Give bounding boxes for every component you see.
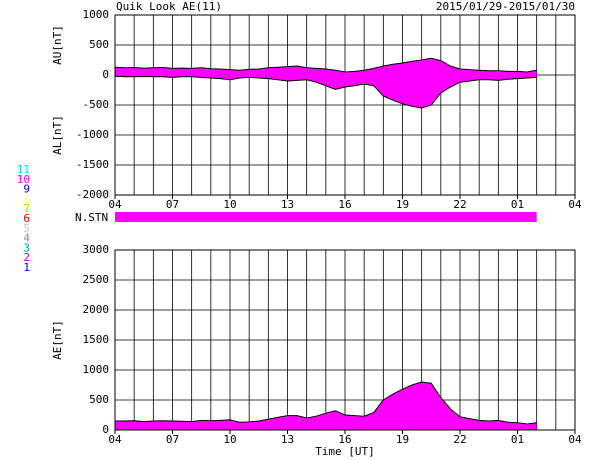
series-line: [115, 381, 537, 425]
legend-label: 5: [23, 222, 30, 235]
y-tick-label: -500: [83, 98, 110, 111]
y-tick-label: 1500: [83, 333, 110, 346]
x-axis-label: Time [UT]: [315, 445, 375, 458]
legend-label: 11: [17, 163, 30, 176]
legend-label: 8: [23, 192, 30, 205]
x-tick-label: 04: [568, 433, 582, 446]
x-tick-label: 16: [338, 433, 351, 446]
y-tick-label: 3000: [83, 243, 110, 256]
date-range: 2015/01/29-2015/01/30: [436, 0, 575, 13]
x-tick-label: 04: [568, 198, 582, 211]
y-tick-label: 500: [89, 38, 109, 51]
range-fill: [115, 58, 537, 108]
x-tick-label: 07: [166, 433, 179, 446]
y-tick-label: -2000: [76, 188, 109, 201]
x-tick-label: 13: [281, 198, 294, 211]
y-axis-label-lower: AL[nT]: [51, 115, 64, 155]
plot-frame: [114, 14, 576, 196]
x-tick-label: 19: [396, 433, 409, 446]
x-tick-label: 07: [166, 198, 179, 211]
x-tick-label: 04: [108, 433, 122, 446]
x-tick-label: 19: [396, 198, 409, 211]
x-tick-label: 22: [453, 198, 466, 211]
x-tick-label: 04: [108, 198, 122, 211]
legend-label: 1: [23, 261, 30, 274]
station-label: N.STN: [75, 211, 108, 224]
y-axis-label: AE[nT]: [51, 320, 64, 360]
y-axis-label-upper: AU[nT]: [51, 25, 64, 65]
legend-label: 10: [17, 173, 30, 186]
legend-label: 9: [23, 183, 30, 196]
y-tick-label: 0: [102, 68, 109, 81]
legend-label: 4: [23, 232, 30, 245]
y-tick-label: 0: [102, 423, 109, 436]
series-line: [114, 75, 537, 109]
station-strip: [115, 212, 537, 222]
y-tick-label: 2000: [83, 303, 110, 316]
x-tick-label: 10: [223, 198, 236, 211]
y-tick-label: 1000: [83, 8, 110, 21]
x-tick-label: 16: [338, 198, 351, 211]
x-tick-label: 01: [511, 433, 524, 446]
y-tick-label: 2500: [83, 273, 110, 286]
y-tick-label: -1000: [76, 128, 109, 141]
x-tick-label: 22: [453, 433, 466, 446]
y-tick-label: 500: [89, 393, 109, 406]
series-line: [114, 57, 537, 73]
x-tick-label: 10: [223, 433, 236, 446]
y-tick-label: 1000: [83, 363, 110, 376]
legend-label: 7: [23, 202, 30, 215]
legend-label: 3: [23, 241, 30, 254]
x-tick-label: 13: [281, 433, 294, 446]
legend-label: 2: [23, 251, 30, 264]
legend-label: 6: [23, 212, 30, 225]
plot-frame: [114, 249, 576, 431]
title: Quik Look AE(11): [116, 0, 222, 13]
x-tick-label: 01: [511, 198, 524, 211]
y-tick-label: -1500: [76, 158, 109, 171]
area-fill: [115, 382, 537, 430]
